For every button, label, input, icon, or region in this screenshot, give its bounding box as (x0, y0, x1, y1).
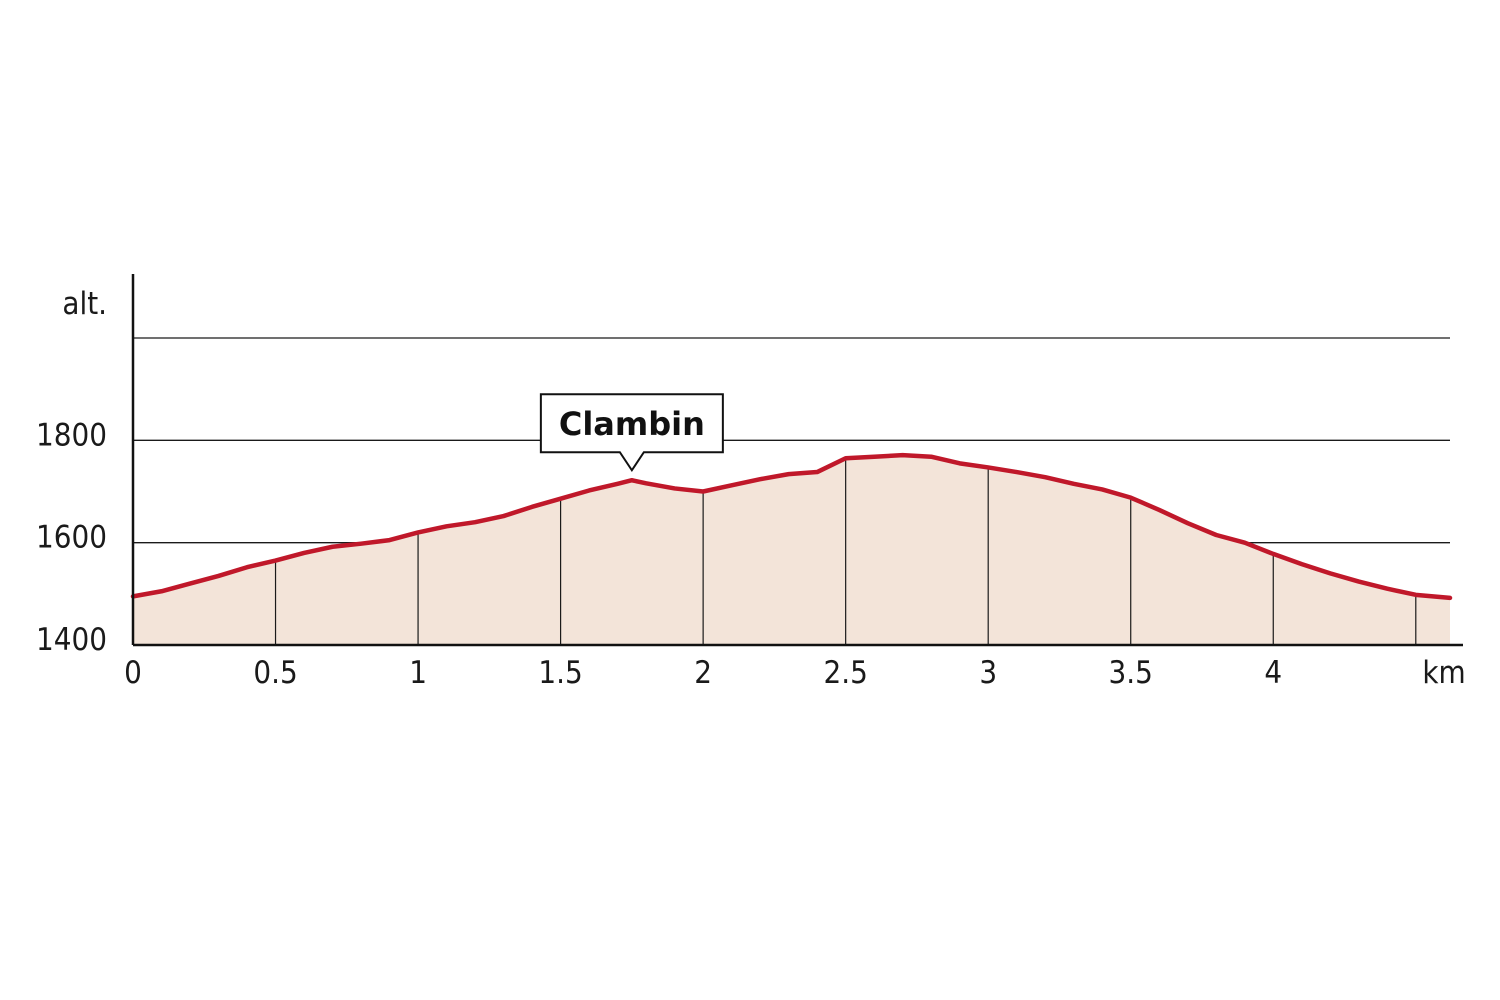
x-axis-label: km (1422, 655, 1465, 691)
x-tick-label: 4 (1264, 655, 1282, 691)
elevation-area (133, 455, 1450, 645)
x-tick-label: 1 (409, 655, 427, 691)
summit-callout: Clambin (539, 393, 724, 473)
y-axis-label: alt. (62, 286, 107, 322)
x-tick-label: 2 (694, 655, 712, 691)
y-tick-label: 1400 (36, 622, 107, 658)
elevation-line (130, 452, 1453, 601)
x-tick-label: 3.5 (1109, 655, 1153, 691)
x-tick-label: 0 (124, 655, 142, 691)
x-tick-label: 1.5 (538, 655, 582, 691)
y-tick-label: 1600 (36, 520, 107, 556)
y-tick-label: 1800 (36, 417, 107, 453)
x-tick-label: 2.5 (823, 655, 867, 691)
distance-markers (274, 458, 1417, 645)
elevation-fill (133, 455, 1450, 645)
tick-labels: 0 0.5 1 1.5 2 2.5 3 3.5 4 1400 1600 1800 (36, 417, 1282, 691)
callout-label: Clambin (559, 405, 705, 443)
elevation-series-line (130, 452, 1453, 601)
x-tick-label: 3 (979, 655, 997, 691)
callout-box (539, 393, 724, 473)
x-tick-label: 0.5 (253, 655, 297, 691)
axes (131, 274, 1463, 647)
